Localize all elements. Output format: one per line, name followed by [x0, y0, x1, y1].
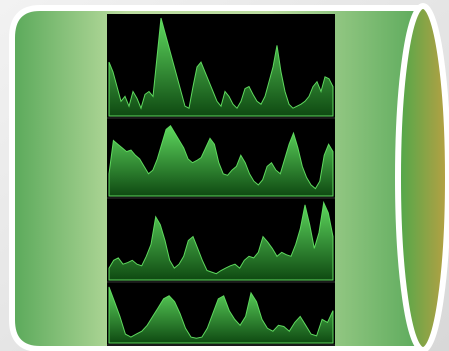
strip-separator: [107, 197, 335, 199]
cylinder-end-cap: [395, 3, 449, 351]
strip-separator: [107, 344, 335, 346]
waveform-strips: [107, 17, 335, 346]
waveform-strip-1: [108, 17, 334, 117]
strip-separator: [107, 117, 335, 119]
waveform-strip-3: [108, 200, 334, 281]
waveform-strip-4: [108, 286, 334, 344]
waveform-strip-2: [108, 124, 334, 197]
strip-separator: [107, 281, 335, 283]
